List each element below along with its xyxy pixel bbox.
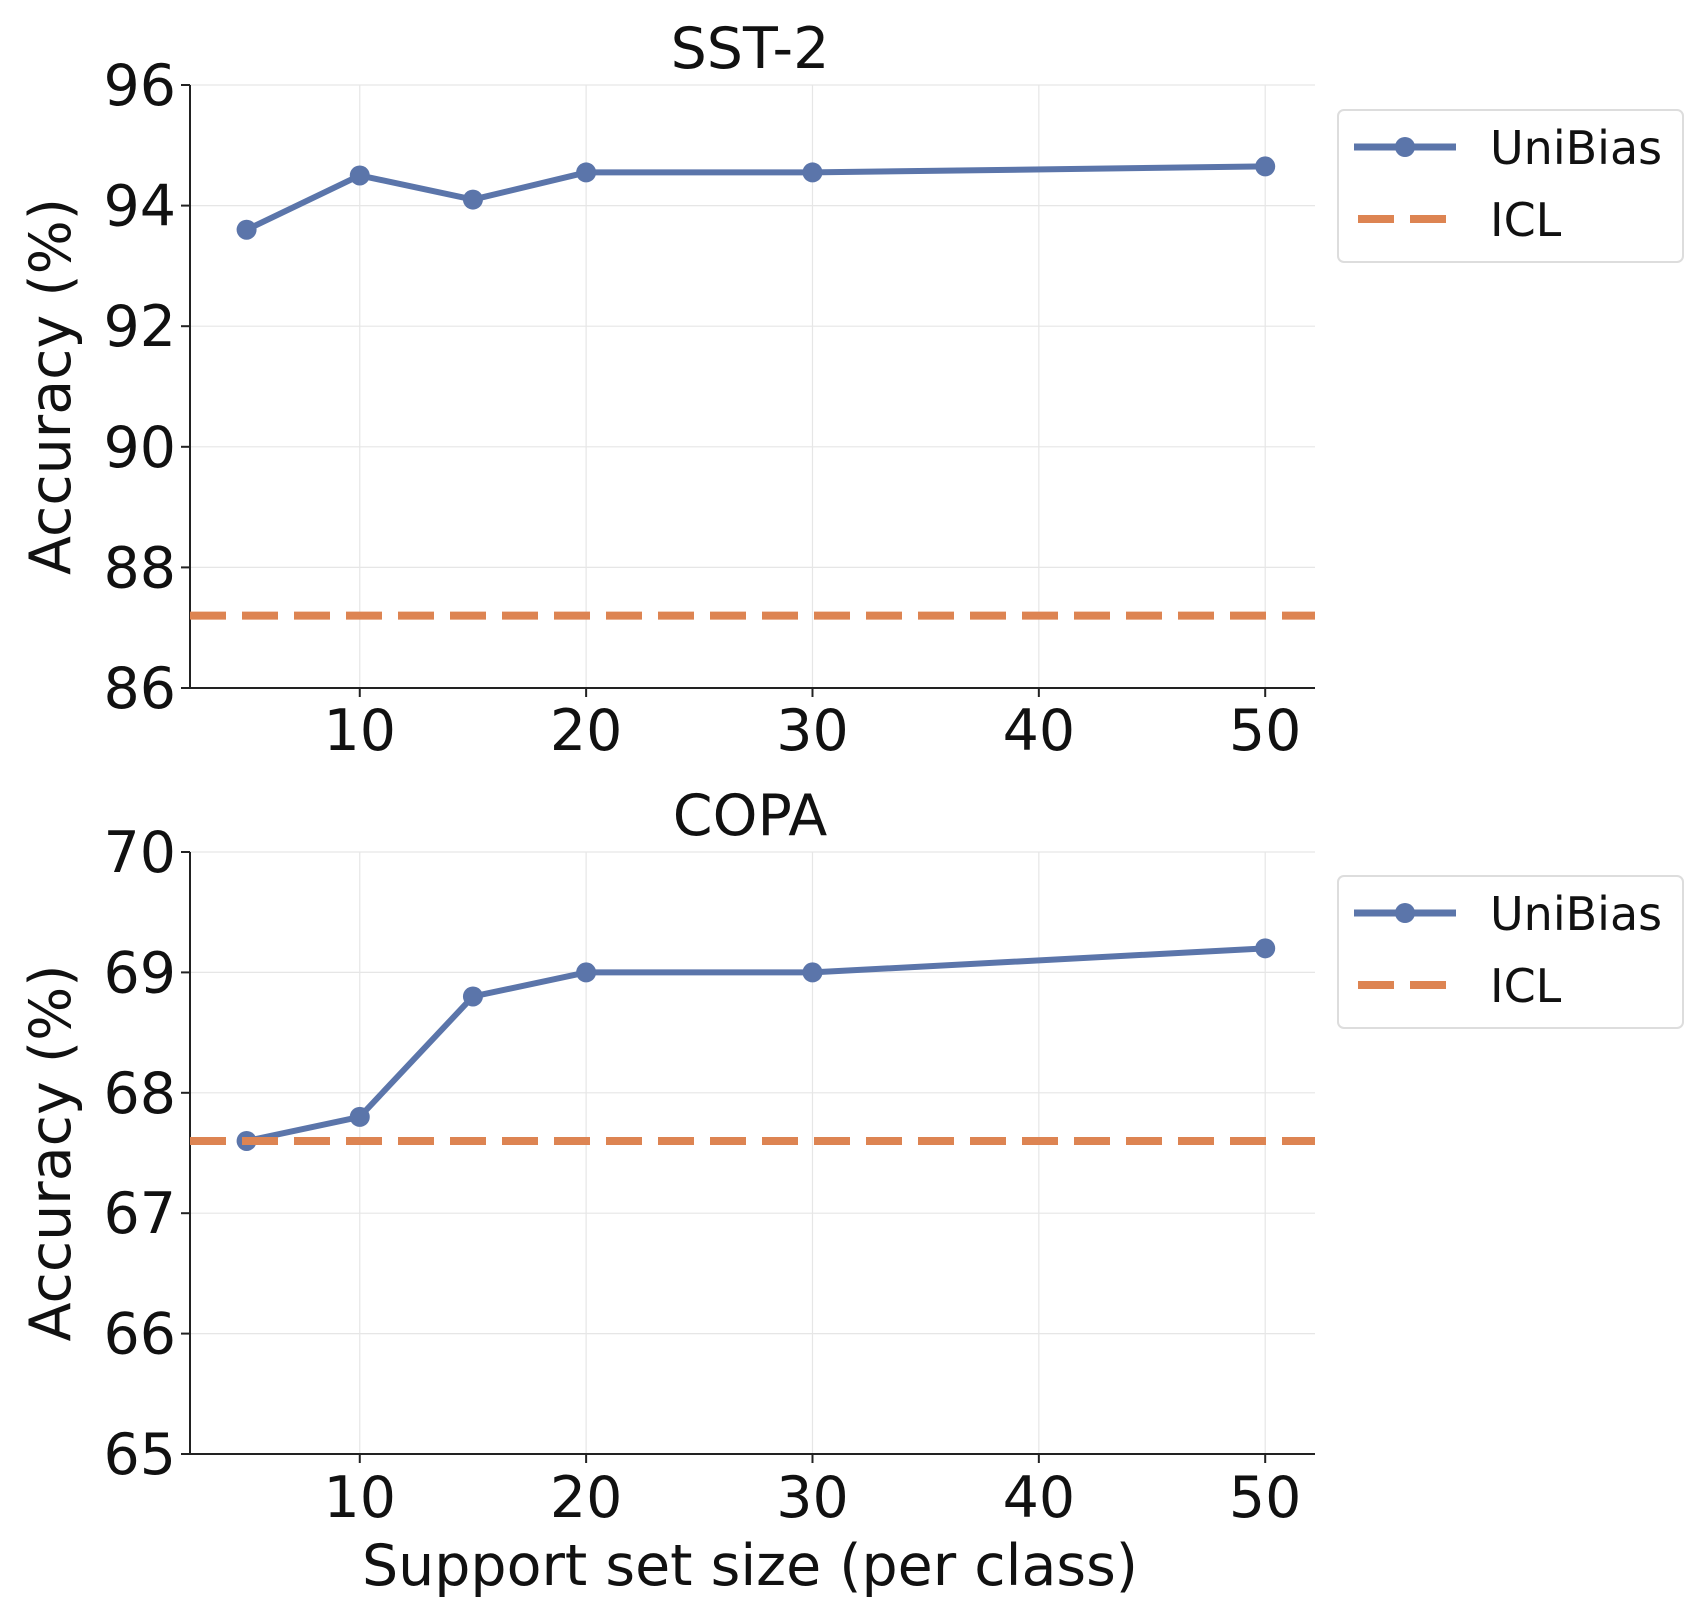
x-tick-label: 10: [324, 698, 397, 764]
chart-title: SST-2: [671, 16, 830, 82]
x-tick-label: 40: [1003, 1465, 1076, 1531]
legend: UniBias ICL: [1337, 109, 1684, 263]
x-tick-label: 10: [324, 1465, 397, 1531]
y-tick-label: 96: [103, 53, 176, 119]
y-tick-label: 69: [103, 940, 176, 1006]
legend-marker: [1395, 903, 1415, 923]
y-tick-label: 70: [103, 820, 176, 886]
y-tick-label: 66: [103, 1302, 176, 1368]
y-axis-label: Accuracy (%): [18, 965, 84, 1342]
data-point: [802, 162, 823, 183]
data-point: [802, 962, 823, 983]
data-point: [1255, 938, 1276, 959]
x-tick-label: 50: [1229, 698, 1302, 764]
y-tick-label: 88: [103, 535, 176, 601]
legend-label: ICL: [1490, 959, 1562, 1013]
x-tick-label: 30: [776, 1465, 849, 1531]
x-tick-label: 50: [1229, 1465, 1302, 1531]
data-point: [349, 1106, 370, 1127]
y-tick-label: 67: [103, 1181, 176, 1247]
y-tick-label: 90: [103, 415, 176, 481]
y-tick-label: 86: [103, 656, 176, 722]
x-tick-label: 30: [776, 698, 849, 764]
data-point: [236, 219, 257, 240]
data-point: [576, 162, 597, 183]
y-tick-label: 94: [103, 174, 176, 240]
x-axis-label: Support set size (per class): [362, 1533, 1138, 1599]
legend-label: UniBias: [1490, 887, 1662, 941]
y-tick-label: 68: [103, 1061, 176, 1127]
data-point: [576, 962, 597, 983]
x-tick-label: 20: [550, 1465, 623, 1531]
series-line-unibias: [245, 945, 1266, 1144]
y-axis-label: Accuracy (%): [18, 198, 84, 575]
data-point: [462, 189, 483, 210]
panel-1: 65 66 67 68 69 70 10 20 30 40 50 COPA Accuracy (%) Su…: [18, 783, 1684, 1599]
y-tick-label: 65: [103, 1422, 176, 1488]
y-tick-label: 92: [103, 294, 176, 360]
x-tick-label: 40: [1003, 698, 1076, 764]
legend-label: UniBias: [1490, 121, 1662, 175]
legend: UniBias ICL: [1337, 875, 1684, 1029]
legend-label: ICL: [1490, 193, 1562, 247]
panel-0: 86 88 90 92 94 96 10 20 30 40 50 SST-2 Accuracy (%) U…: [18, 16, 1684, 764]
data-point: [349, 165, 370, 186]
x-tick-label: 20: [550, 698, 623, 764]
chart-title: COPA: [673, 783, 827, 849]
data-point: [462, 986, 483, 1007]
series-line-unibias: [245, 163, 1266, 233]
data-point: [1255, 156, 1276, 177]
legend-marker: [1395, 137, 1415, 157]
